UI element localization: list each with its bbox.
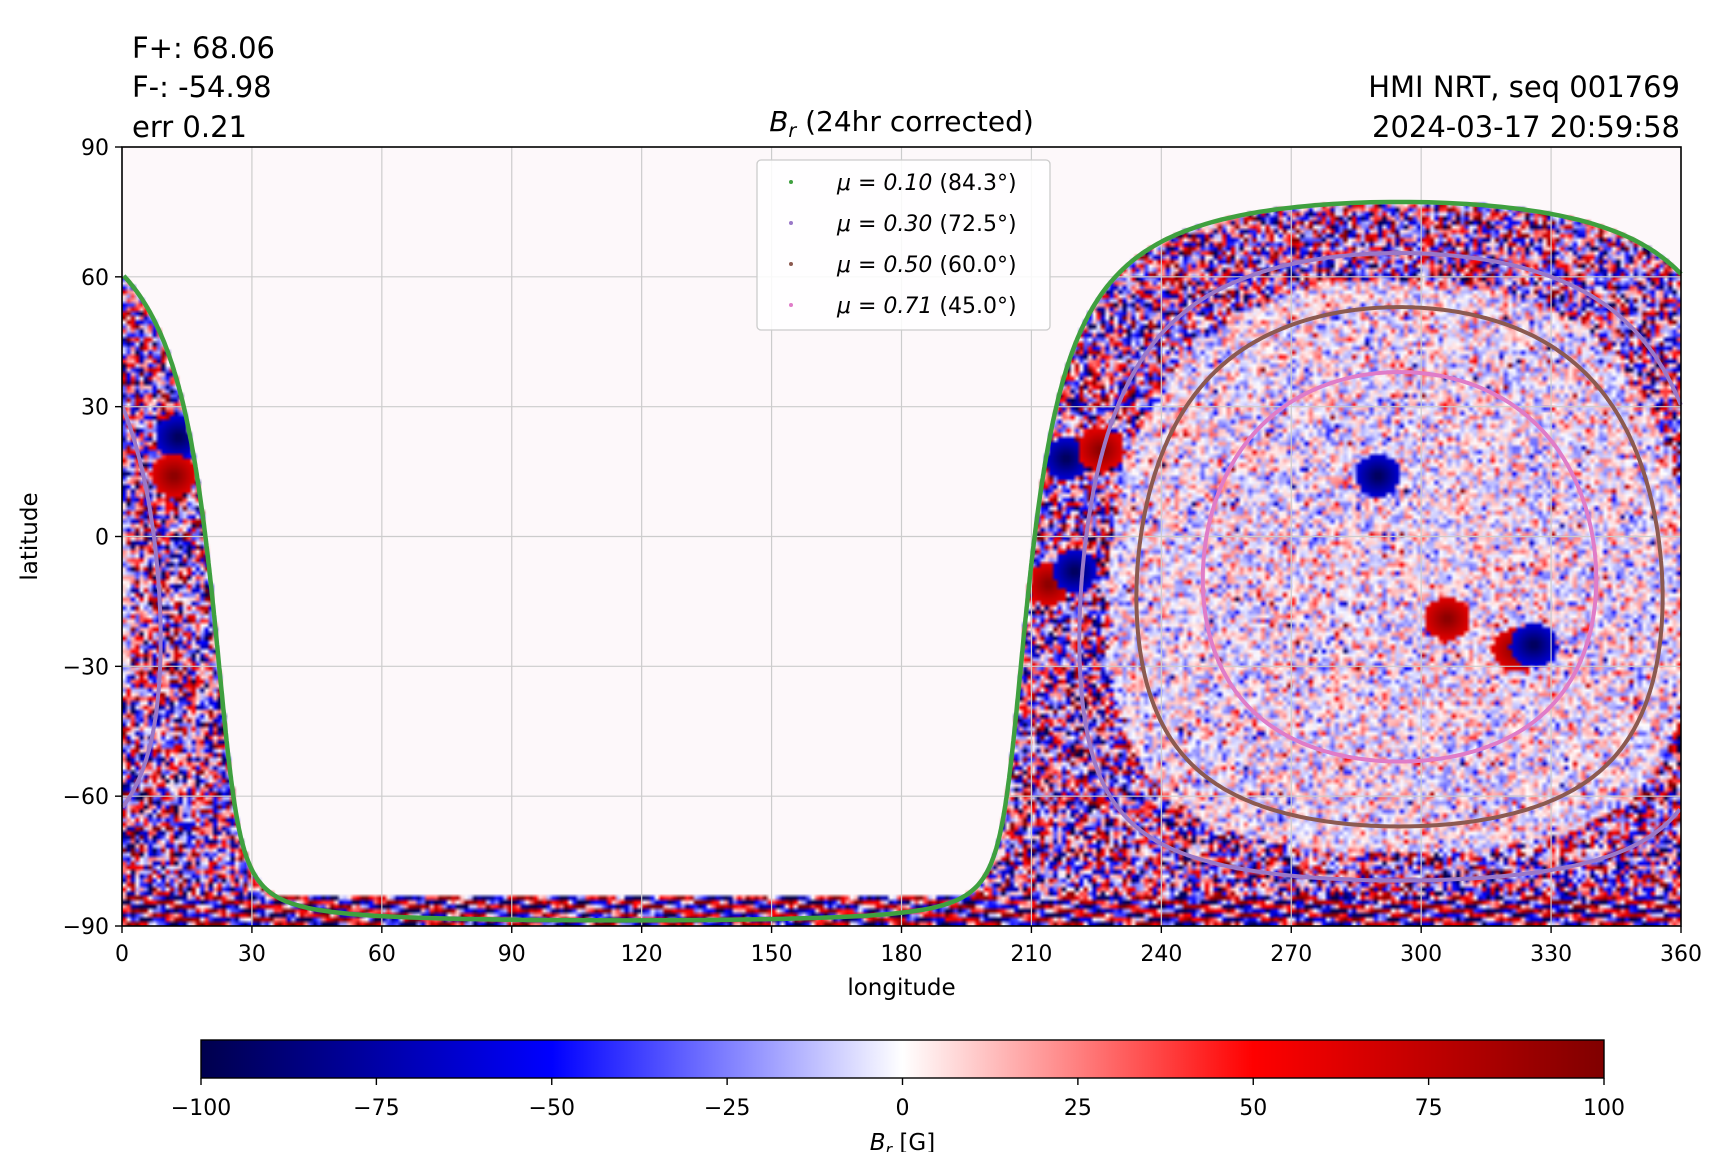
chart-title: Br (24hr corrected) xyxy=(769,105,1034,142)
colorbar-tick-label: 25 xyxy=(1064,1096,1092,1121)
x-tick-label: 30 xyxy=(238,942,266,967)
x-tick-label: 300 xyxy=(1400,942,1442,967)
legend-marker-2 xyxy=(789,262,793,266)
legend-box xyxy=(756,159,1051,331)
instrument-text: HMI NRT, seq 001769 xyxy=(1368,70,1680,104)
error-text: err 0.21 xyxy=(132,110,247,144)
x-tick-label: 60 xyxy=(368,942,396,967)
mu-contour-0 xyxy=(122,199,1683,923)
colorbar-tick-label: −25 xyxy=(704,1096,750,1121)
mu-contour-1 xyxy=(120,251,1683,883)
legend-label-3: μ = 0.71 (45.0°) xyxy=(836,294,1017,319)
x-axis-label: longitude xyxy=(847,975,955,1001)
y-tick-label: −30 xyxy=(63,655,109,680)
x-tick-label: 240 xyxy=(1140,942,1182,967)
flux-minus-text: F-: -54.98 xyxy=(132,70,272,104)
x-tick-label: 270 xyxy=(1270,942,1312,967)
x-tick-label: 210 xyxy=(1010,942,1052,967)
y-tick-label: 0 xyxy=(95,526,109,551)
x-tick-label: 150 xyxy=(751,942,793,967)
x-tick-label: 90 xyxy=(498,942,526,967)
colorbar-tick-label: −100 xyxy=(171,1096,231,1121)
colorbar-tick-label: 100 xyxy=(1583,1096,1625,1121)
mu-contour-2 xyxy=(1134,305,1665,829)
y-axis-label: latitude xyxy=(17,492,43,580)
y-tick-label: −90 xyxy=(63,915,109,940)
x-tick-label: 180 xyxy=(881,942,923,967)
colorbar-tick-label: 0 xyxy=(896,1096,910,1121)
legend-label-0: μ = 0.10 (84.3°) xyxy=(836,171,1017,196)
legend-marker-3 xyxy=(789,303,793,307)
x-tick-label: 360 xyxy=(1660,942,1702,967)
x-tick-label: 120 xyxy=(621,942,663,967)
legend-marker-1 xyxy=(789,221,793,225)
colorbar-tick-label: −50 xyxy=(529,1096,575,1121)
flux-plus-text: F+: 68.06 xyxy=(132,31,275,65)
x-tick-label: 0 xyxy=(115,942,129,967)
legend-marker-0 xyxy=(789,180,793,184)
timestamp-text: 2024-03-17 20:59:58 xyxy=(1372,110,1680,144)
colorbar-tick-label: 50 xyxy=(1239,1096,1267,1121)
y-tick-label: −60 xyxy=(63,785,109,810)
colorbar xyxy=(200,1039,1605,1079)
y-tick-label: 60 xyxy=(81,266,109,291)
colorbar-label: Br [G] xyxy=(870,1130,935,1152)
x-tick-label: 330 xyxy=(1530,942,1572,967)
colorbar-tick-label: 75 xyxy=(1415,1096,1443,1121)
y-tick-label: 90 xyxy=(81,136,109,161)
mu-contour-3 xyxy=(1200,370,1599,764)
y-tick-label: 30 xyxy=(81,396,109,421)
legend-label-1: μ = 0.30 (72.5°) xyxy=(836,212,1017,237)
colorbar-tick-label: −75 xyxy=(353,1096,399,1121)
legend-label-2: μ = 0.50 (60.0°) xyxy=(836,253,1017,278)
